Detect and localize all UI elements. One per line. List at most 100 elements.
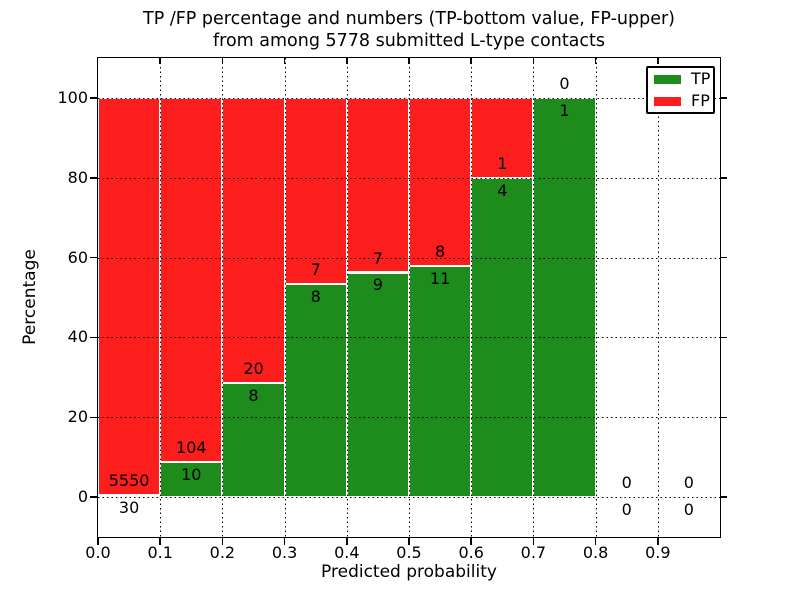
x-axis-label: Predicted probability bbox=[321, 562, 497, 582]
v-gridline bbox=[533, 58, 535, 537]
legend: TP FP bbox=[646, 66, 715, 114]
v-gridline bbox=[471, 58, 473, 537]
bar-tp-segment bbox=[222, 383, 285, 497]
y-tick-right bbox=[721, 336, 727, 339]
fp-count-label: 8 bbox=[435, 242, 446, 261]
bar-tp-segment bbox=[284, 284, 347, 498]
tp-count-label: 10 bbox=[181, 464, 202, 484]
x-tick-bottom bbox=[346, 538, 348, 545]
x-tick-label: 0.5 bbox=[396, 543, 422, 562]
y-tick-left bbox=[90, 177, 97, 179]
bar-tp-segment bbox=[533, 97, 596, 498]
y-tick-right bbox=[721, 97, 727, 99]
x-tick-label: 0.1 bbox=[147, 543, 173, 562]
x-tick-bottom bbox=[159, 538, 161, 545]
v-gridline bbox=[657, 58, 659, 537]
x-tick-label: 0.7 bbox=[520, 543, 547, 562]
v-gridline bbox=[346, 58, 348, 537]
y-tick-right bbox=[721, 177, 727, 179]
x-tick-bottom bbox=[657, 538, 659, 545]
fp-count-label: 7 bbox=[372, 248, 383, 268]
x-tick-top bbox=[408, 58, 410, 64]
legend-item-tp: TP bbox=[654, 69, 711, 88]
x-tick-label: 0.3 bbox=[271, 543, 298, 562]
legend-item-fp: FP bbox=[654, 91, 710, 110]
v-gridline bbox=[160, 58, 162, 537]
x-tick-top bbox=[283, 58, 286, 64]
y-tick-label: 60 bbox=[67, 247, 88, 267]
chart-title: TP /FP percentage and numbers (TP-bottom… bbox=[98, 8, 720, 52]
y-tick-left bbox=[90, 97, 97, 99]
fp-count-label: 0 bbox=[683, 473, 694, 493]
x-tick-bottom bbox=[97, 538, 99, 545]
fp-count-label: 104 bbox=[176, 438, 207, 458]
tp-count-label: 1 bbox=[559, 100, 570, 120]
v-gridline bbox=[284, 58, 286, 537]
v-gridline bbox=[595, 58, 597, 537]
x-tick-bottom bbox=[408, 538, 410, 545]
tp-count-label: 4 bbox=[497, 180, 508, 200]
x-tick-label: 0.9 bbox=[645, 543, 671, 562]
x-tick-top bbox=[594, 58, 597, 64]
x-tick-label: 0.6 bbox=[458, 543, 484, 562]
x-tick-top bbox=[346, 58, 348, 64]
y-tick-label: 40 bbox=[67, 327, 88, 347]
bar-fp-segment bbox=[346, 97, 409, 273]
y-tick-right bbox=[721, 256, 727, 259]
bar-tp-segment bbox=[98, 494, 161, 498]
x-tick-top bbox=[657, 58, 659, 64]
tp-count-label: 8 bbox=[248, 385, 259, 405]
bar-fp-segment bbox=[222, 97, 285, 383]
y-tick-label: 100 bbox=[57, 87, 88, 107]
x-tick-bottom bbox=[594, 538, 597, 545]
fp-count-label: 7 bbox=[310, 260, 321, 280]
bar-fp-segment bbox=[160, 97, 223, 463]
bar-fp-segment bbox=[284, 97, 347, 285]
tp-count-label: 30 bbox=[118, 497, 140, 517]
fp-count-label: 5550 bbox=[108, 471, 150, 490]
chart-title-line2: from among 5778 submitted L-type contact… bbox=[212, 31, 606, 51]
y-tick-label: 20 bbox=[67, 407, 88, 427]
legend-label: FP bbox=[691, 91, 710, 110]
tp-count-label: 8 bbox=[310, 287, 321, 306]
bar-fp-segment bbox=[98, 97, 161, 495]
y-tick-label: 0 bbox=[77, 487, 88, 507]
x-tick-bottom bbox=[283, 538, 286, 545]
legend-label: TP bbox=[691, 69, 711, 88]
tp-count-label: 0 bbox=[683, 499, 694, 519]
bar-tp-segment bbox=[346, 272, 409, 498]
fp-count-label: 1 bbox=[497, 153, 508, 173]
x-tick-bottom bbox=[532, 538, 535, 545]
y-tick-label: 80 bbox=[67, 167, 88, 187]
bar-fp-segment bbox=[409, 97, 472, 266]
bar-tp-segment bbox=[409, 266, 472, 498]
x-tick-top bbox=[532, 58, 535, 64]
y-tick-right bbox=[721, 416, 727, 418]
y-tick-right bbox=[721, 496, 727, 498]
x-tick-top bbox=[470, 58, 472, 64]
x-tick-bottom bbox=[221, 538, 224, 545]
y-tick-left bbox=[90, 256, 97, 259]
fp-count-label: 20 bbox=[243, 359, 264, 379]
tp-count-label: 9 bbox=[372, 275, 383, 295]
x-tick-bottom bbox=[470, 538, 472, 545]
legend-swatch-fp bbox=[654, 96, 681, 106]
y-tick-left bbox=[90, 416, 97, 418]
fp-count-label: 0 bbox=[621, 473, 632, 493]
y-tick-left bbox=[90, 496, 97, 498]
y-tick-left bbox=[90, 336, 97, 339]
chart-title-line1: TP /FP percentage and numbers (TP-bottom… bbox=[143, 9, 675, 29]
fp-count-label: 0 bbox=[559, 73, 570, 93]
x-tick-label: 0.2 bbox=[209, 543, 236, 562]
x-tick-top bbox=[221, 58, 224, 64]
x-tick-label: 0.0 bbox=[85, 543, 111, 562]
v-gridline bbox=[409, 58, 410, 537]
legend-swatch-tp bbox=[654, 74, 681, 84]
x-tick-label: 0.8 bbox=[582, 543, 609, 562]
x-tick-label: 0.4 bbox=[334, 543, 360, 562]
tp-count-label: 11 bbox=[429, 268, 451, 288]
x-tick-top bbox=[159, 58, 161, 64]
tp-count-label: 0 bbox=[621, 499, 632, 519]
v-gridline bbox=[222, 58, 224, 537]
